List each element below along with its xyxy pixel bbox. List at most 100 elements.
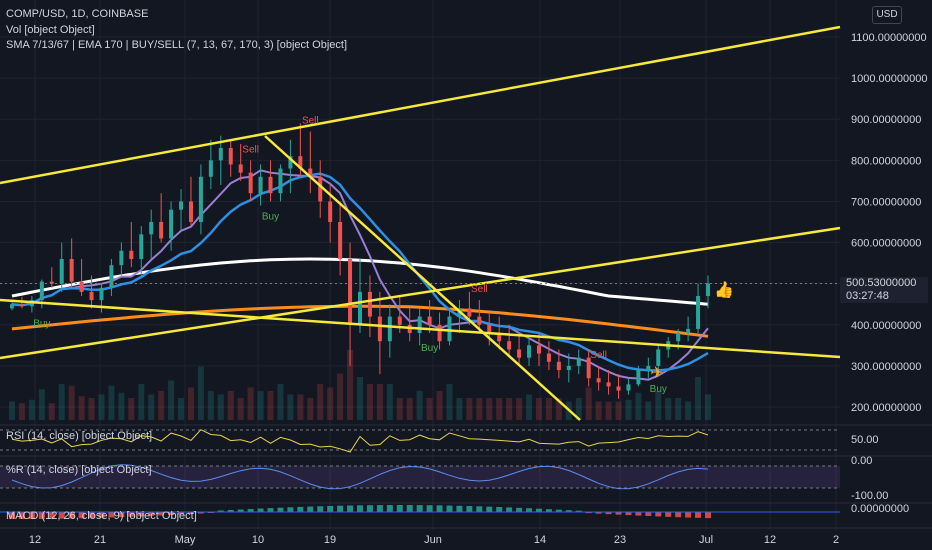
airplane-icon: ✈ [650,365,663,382]
williams-r-band [0,466,840,488]
volume-bar [148,394,155,420]
time-axis-label: 12 [764,534,776,546]
macd-histogram-bar [108,512,115,518]
price-axis-label: 900.00000000 [851,114,921,126]
macd-histogram-bar [197,512,204,514]
macd-histogram-bar [98,512,105,518]
volume-bar [685,401,692,420]
macd-histogram-bar [535,508,542,512]
bar-countdown: 03:27:48 [846,290,889,302]
candle-body [596,378,601,383]
candle-body [69,259,74,282]
candle-body [278,168,283,194]
volume-bar [695,377,702,420]
candle-body [149,222,154,235]
volume-bar [257,391,264,420]
candle-body [546,353,551,362]
volume-bar [277,384,284,420]
macd-histogram-bar [615,512,622,515]
volume-bar [287,394,294,420]
candle-body [79,281,84,292]
candle-body [288,156,293,169]
candle-body [208,160,213,177]
candle-body [477,316,482,325]
candle-body [328,201,333,222]
volume-bar [158,391,165,420]
macd-histogram-bar [436,505,443,512]
volume-bar [337,373,344,420]
candle-body [467,308,472,317]
volume-bar [108,385,115,420]
volume-bar [575,398,582,420]
volume-bar [426,398,433,420]
volume-bar [357,377,363,420]
macd-histogram-bar [158,512,165,516]
trendline-steep-downtrend [264,135,581,421]
macd-histogram-bar [665,512,672,517]
macd-histogram-bar [217,510,224,512]
candle-body [198,176,203,222]
signal-label-buy: Buy [33,318,50,329]
candle-body [397,316,402,325]
rsi-line [11,429,709,453]
volume-bar [217,394,224,420]
candle-body [497,333,502,342]
volume-bar [595,401,602,420]
volume-bar [406,398,413,420]
candle-body [606,382,611,387]
candle-body [10,304,14,309]
volume-bar [585,387,592,420]
volume-bar [227,391,234,420]
volume-bar [78,396,85,420]
volume-bar [446,384,453,420]
candle-body [696,296,701,329]
candle-body [447,316,452,342]
candle-body [308,168,313,177]
time-axis-label: Jun [424,534,442,546]
candle-body [646,365,651,370]
volume-bar [317,384,324,420]
candle-body [437,324,442,342]
candle-body [218,148,223,161]
volume-bar [655,391,662,420]
volume-bar [456,398,463,420]
volume-bar [68,385,75,420]
macd-histogram-bar [456,505,463,512]
candle-body [527,345,532,358]
candle-body [169,209,174,239]
candle-body [536,345,541,354]
macd-histogram-bar [178,512,185,515]
macd-histogram-bar [357,505,363,512]
time-axis-label: Jul [699,534,713,546]
chart-title: COMP/USD, 1D, COINBASE [6,8,149,20]
macd-histogram-bar [486,506,493,512]
volume-bar [88,398,95,420]
volume-bar [376,384,383,420]
candle-body [179,201,184,210]
candle-body [119,250,124,266]
price-axis-label: 800.00000000 [851,155,921,167]
time-axis-label: 2 [833,534,839,546]
candle-body [39,281,44,301]
williams-r-axis-label: -100.00 [851,490,888,502]
volume-bar [138,384,145,420]
candle-body [487,324,492,333]
candle-body [636,370,641,385]
macd-histogram-bar [88,512,95,519]
macd-histogram-bar [38,512,45,519]
macd-histogram-bar [446,505,453,512]
candle-body [258,176,263,194]
macd-histogram-bar [605,512,612,515]
candle-body [268,176,273,194]
macd-histogram-bar [695,512,702,518]
volume-bar [645,401,652,420]
candle-body [686,328,691,333]
currency-button[interactable]: USD [872,6,902,24]
macd-histogram-bar [327,505,334,512]
macd-histogram-bar [406,505,413,512]
candle-body [656,349,661,366]
time-axis-label: 10 [252,534,264,546]
macd-histogram-bar [506,507,513,512]
